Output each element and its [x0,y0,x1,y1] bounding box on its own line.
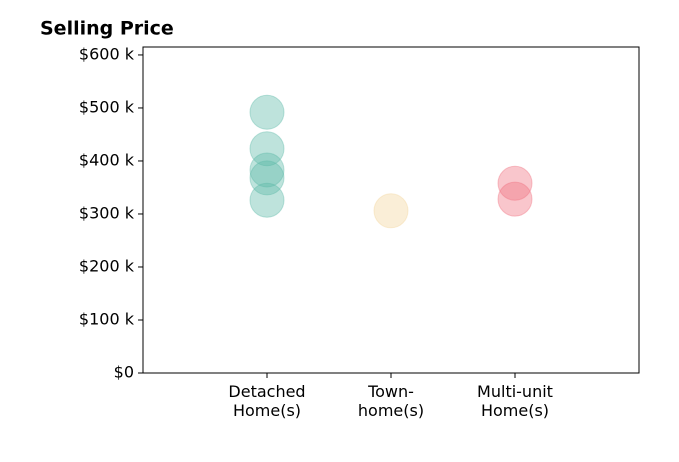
y-tick-label: $400 k [79,150,135,169]
y-tick-label: $0 [114,363,134,382]
point [373,193,409,229]
y-tick-label: $500 k [79,97,135,116]
x-tick-label: Detached Home(s) [228,382,306,420]
y-tick-label: $300 k [79,203,135,222]
point [249,94,285,130]
x-tick-label: Multi-unit Home(s) [477,382,553,420]
chart-title: Selling Price [40,18,174,40]
y-tick-label: $600 k [79,44,135,63]
y-tick-label: $100 k [79,309,135,328]
point [497,181,533,217]
point [249,131,285,167]
point [249,152,285,188]
x-tick-label: Town- home(s) [357,382,425,420]
point [497,165,533,201]
point [249,182,285,218]
y-tick-label: $200 k [79,256,135,275]
point [249,160,285,196]
